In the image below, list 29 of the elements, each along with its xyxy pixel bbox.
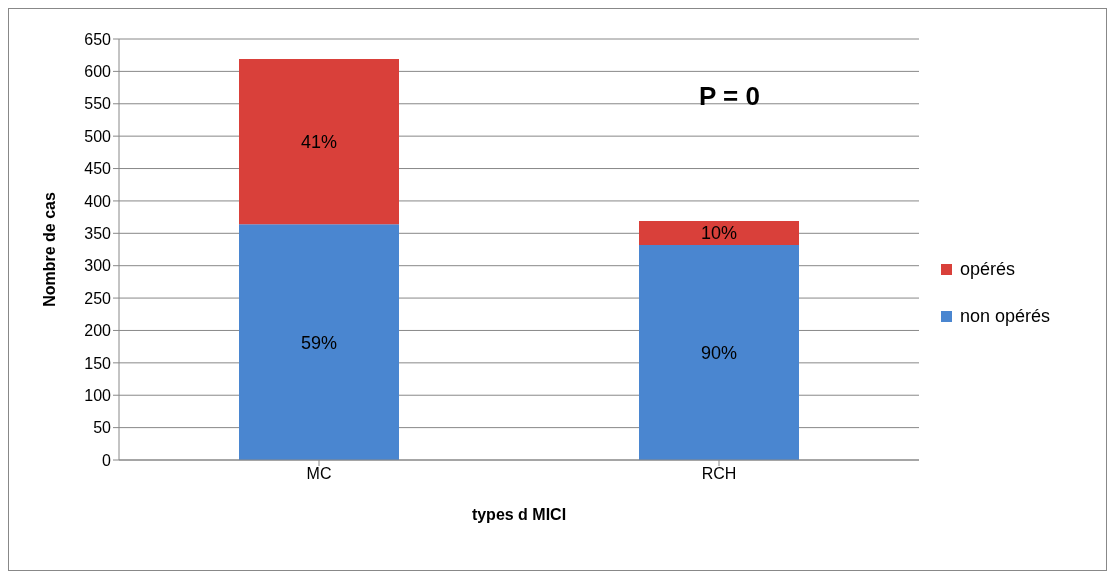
y-axis-title: Nombre de cas	[40, 192, 58, 307]
bar	[639, 244, 799, 460]
y-tick-label: 550	[84, 95, 112, 113]
y-tick-label: 600	[84, 63, 112, 81]
legend-label: opérés	[960, 259, 1016, 280]
annotation: 90%	[700, 342, 738, 363]
x-tick-label: RCH	[701, 465, 737, 483]
x-axis-title: types d MICI	[471, 506, 567, 523]
bar	[239, 59, 399, 225]
legend-label: non opérés	[960, 306, 1051, 327]
y-tick-label: 50	[93, 419, 112, 437]
annotation: 10%	[700, 223, 738, 244]
y-tick-label: 300	[84, 257, 112, 275]
y-tick-label: 200	[84, 322, 112, 340]
x-tick-label: MC	[306, 465, 332, 483]
y-tick-label: 100	[84, 386, 112, 404]
annotation: P = 0	[699, 81, 760, 112]
y-tick-label: 150	[84, 354, 112, 372]
y-tick-label: 400	[84, 192, 112, 210]
annotation: 59%	[300, 332, 338, 353]
annotation: 41%	[300, 132, 338, 153]
bar	[239, 224, 399, 460]
bar	[639, 221, 799, 245]
y-tick-label: 350	[84, 224, 112, 242]
y-tick-label: 0	[102, 451, 112, 469]
y-tick-label: 500	[84, 127, 112, 145]
y-tick-label: 450	[84, 160, 112, 178]
y-tick-label: 650	[84, 30, 112, 48]
y-tick-label: 250	[84, 289, 112, 307]
